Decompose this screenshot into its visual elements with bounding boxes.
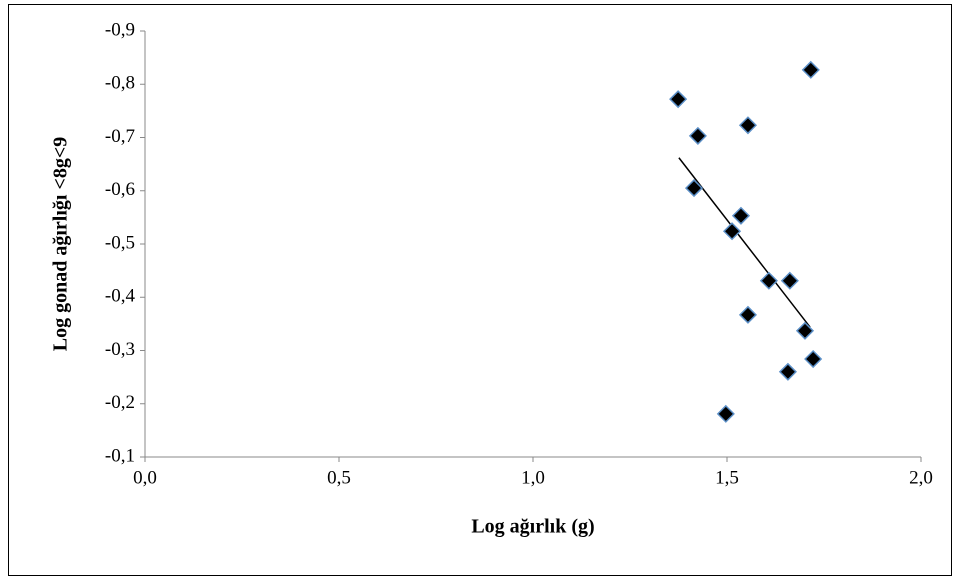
x-tick-label: 1,0 [521,467,545,488]
y-tick-label: -0,4 [105,286,136,307]
point [684,179,704,198]
point [731,206,751,225]
y-tick-label: -0,8 [105,73,135,94]
point [804,349,823,369]
x-tick-label: 0,5 [327,467,351,488]
x-tick-label: 1,5 [715,467,739,488]
point [780,271,799,290]
point [722,222,742,241]
y-axis-title: Log gonad ağırlığı <8g<9 [50,137,72,351]
point [669,90,688,109]
x-axis-title: Log ağırlık (g) [471,516,594,538]
point [795,321,815,340]
chart-frame [8,4,952,576]
y-tick-label: -0,5 [105,232,135,253]
y-tick-label: -0,2 [105,392,135,413]
y-tick-label: -0,7 [105,126,135,147]
y-tick-label: -0,9 [105,19,135,40]
point [778,362,797,381]
x-tick-label: 0,0 [133,467,157,488]
point [801,60,820,79]
point [759,271,778,290]
y-tick-label: -0,3 [105,339,135,360]
point [738,305,758,324]
y-tick-label: -0,1 [105,445,135,466]
x-tick-label: 2,0 [909,467,933,488]
point [716,404,735,423]
y-tick-label: -0,6 [105,179,135,200]
point [688,126,707,145]
point [738,116,758,135]
